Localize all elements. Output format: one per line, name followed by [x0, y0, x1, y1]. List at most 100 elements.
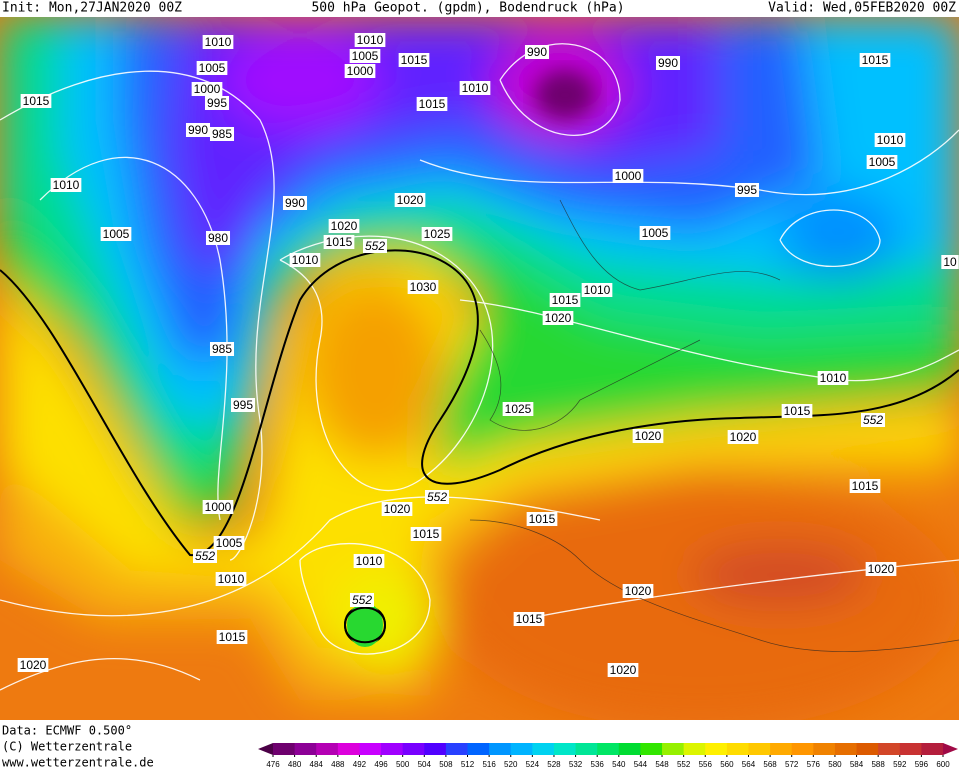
colorbar-cell: [337, 743, 360, 755]
label-box: [639, 226, 671, 240]
label-box: [100, 227, 132, 241]
data-source: Data: ECMWF 0.500°: [2, 724, 132, 738]
colorbar-cell: [640, 743, 663, 755]
isobar-value: 985: [212, 342, 232, 356]
label-box: [202, 500, 234, 514]
colorbar-label: 512: [461, 760, 475, 769]
colorbar-label: 532: [569, 760, 583, 769]
colorbar-cell: [683, 743, 706, 755]
isobar-value: 552: [195, 549, 215, 563]
label-box: [349, 593, 375, 607]
isobar-label: 1020: [542, 311, 574, 325]
isobar-label: 1015: [849, 479, 881, 493]
isobar-value: 1010: [205, 35, 232, 49]
isobar-value: 1020: [868, 562, 895, 576]
isobar-label: 1010: [50, 178, 82, 192]
isobar-label: 1015: [513, 612, 545, 626]
label-box: [349, 49, 381, 63]
colorbar-label: 592: [893, 760, 907, 769]
colorbar-label: 588: [871, 760, 885, 769]
isobar-value: 1005: [642, 226, 669, 240]
colorbar-label: 568: [763, 760, 777, 769]
colorbar-cell: [813, 743, 836, 755]
colorbar-label: 580: [828, 760, 842, 769]
colorbar-label: 488: [331, 760, 345, 769]
isobar-label: 1010: [459, 81, 491, 95]
isobar-label: 1020: [394, 193, 426, 207]
colorbar-cell: [532, 743, 555, 755]
colorbar-label: 556: [699, 760, 713, 769]
colorbar-cell: [726, 743, 749, 755]
isobar-value: 1010: [357, 33, 384, 47]
colorbar-label: 536: [591, 760, 605, 769]
isobar-label: 1015: [216, 630, 248, 644]
label-box: [362, 239, 388, 253]
isobar-value: 1015: [219, 630, 246, 644]
isobar-label: 10: [941, 255, 959, 269]
isobar-label: 1015: [20, 94, 52, 108]
label-box: [502, 402, 534, 416]
isobar-value: 1020: [610, 663, 637, 677]
colorbar-label: 576: [807, 760, 821, 769]
colorbar-label: 508: [439, 760, 453, 769]
isobar-value: 985: [212, 127, 232, 141]
isobar-value: 1010: [462, 81, 489, 95]
isobar-value: 1030: [410, 280, 437, 294]
label-box: [20, 94, 52, 108]
isobar-value: 1010: [877, 133, 904, 147]
isobar-value: 1015: [23, 94, 50, 108]
colorbar-cell: [618, 743, 641, 755]
isobar-value: 552: [352, 593, 372, 607]
colorbar-arrow: [258, 743, 273, 755]
label-box: [421, 227, 453, 241]
colorbar-label: 560: [720, 760, 734, 769]
isobar-label: 1020: [17, 658, 49, 672]
isobar-label: 552: [349, 593, 375, 607]
isobar-label: 1010: [581, 283, 613, 297]
label-box: [526, 512, 558, 526]
colorbar-cell: [575, 743, 598, 755]
colorbar-label: 572: [785, 760, 799, 769]
isobar-label: 1015: [781, 404, 813, 418]
label-box: [202, 35, 234, 49]
valid-time: Valid: Wed,05FEB2020 00Z: [768, 1, 956, 16]
label-box: [216, 630, 248, 644]
isobar-label: 980: [205, 231, 231, 245]
isobar-label: 1020: [328, 219, 360, 233]
isobar-value: 10: [943, 255, 957, 269]
label-box: [344, 64, 376, 78]
colorbar-cell: [748, 743, 771, 755]
colorbar-label: 500: [396, 760, 410, 769]
colorbar-label: 528: [547, 760, 561, 769]
isobar-value: 1015: [326, 235, 353, 249]
isobar-label: 552: [860, 413, 886, 427]
isobar-value: 1000: [615, 169, 642, 183]
isobar-value: 990: [527, 45, 547, 59]
isobar-label: 552: [424, 490, 450, 504]
isobar-label: 1005: [349, 49, 381, 63]
isobar-label: 1005: [196, 61, 228, 75]
label-box: [354, 33, 386, 47]
isobar-value: 1010: [584, 283, 611, 297]
isobar-label: 985: [209, 342, 235, 356]
colorbar-arrow: [943, 743, 958, 755]
colorbar-cell: [597, 743, 620, 755]
label-box: [407, 280, 439, 294]
label-box: [215, 572, 247, 586]
label-box: [205, 231, 231, 245]
label-box: [191, 82, 223, 96]
isobar-label: 1010: [289, 253, 321, 267]
isobar-label: 1010: [202, 35, 234, 49]
isobar-label: 1005: [866, 155, 898, 169]
colorbar-label: 548: [655, 760, 669, 769]
isobar-label: 1015: [549, 293, 581, 307]
colorbar-label: 552: [677, 760, 691, 769]
isobar-label: 1015: [410, 527, 442, 541]
label-box: [230, 398, 256, 412]
isobar-value: 1015: [401, 53, 428, 67]
isobar-label: 1010: [874, 133, 906, 147]
isobar-label: 995: [734, 183, 760, 197]
label-box: [328, 219, 360, 233]
colorbar-label: 476: [266, 760, 280, 769]
